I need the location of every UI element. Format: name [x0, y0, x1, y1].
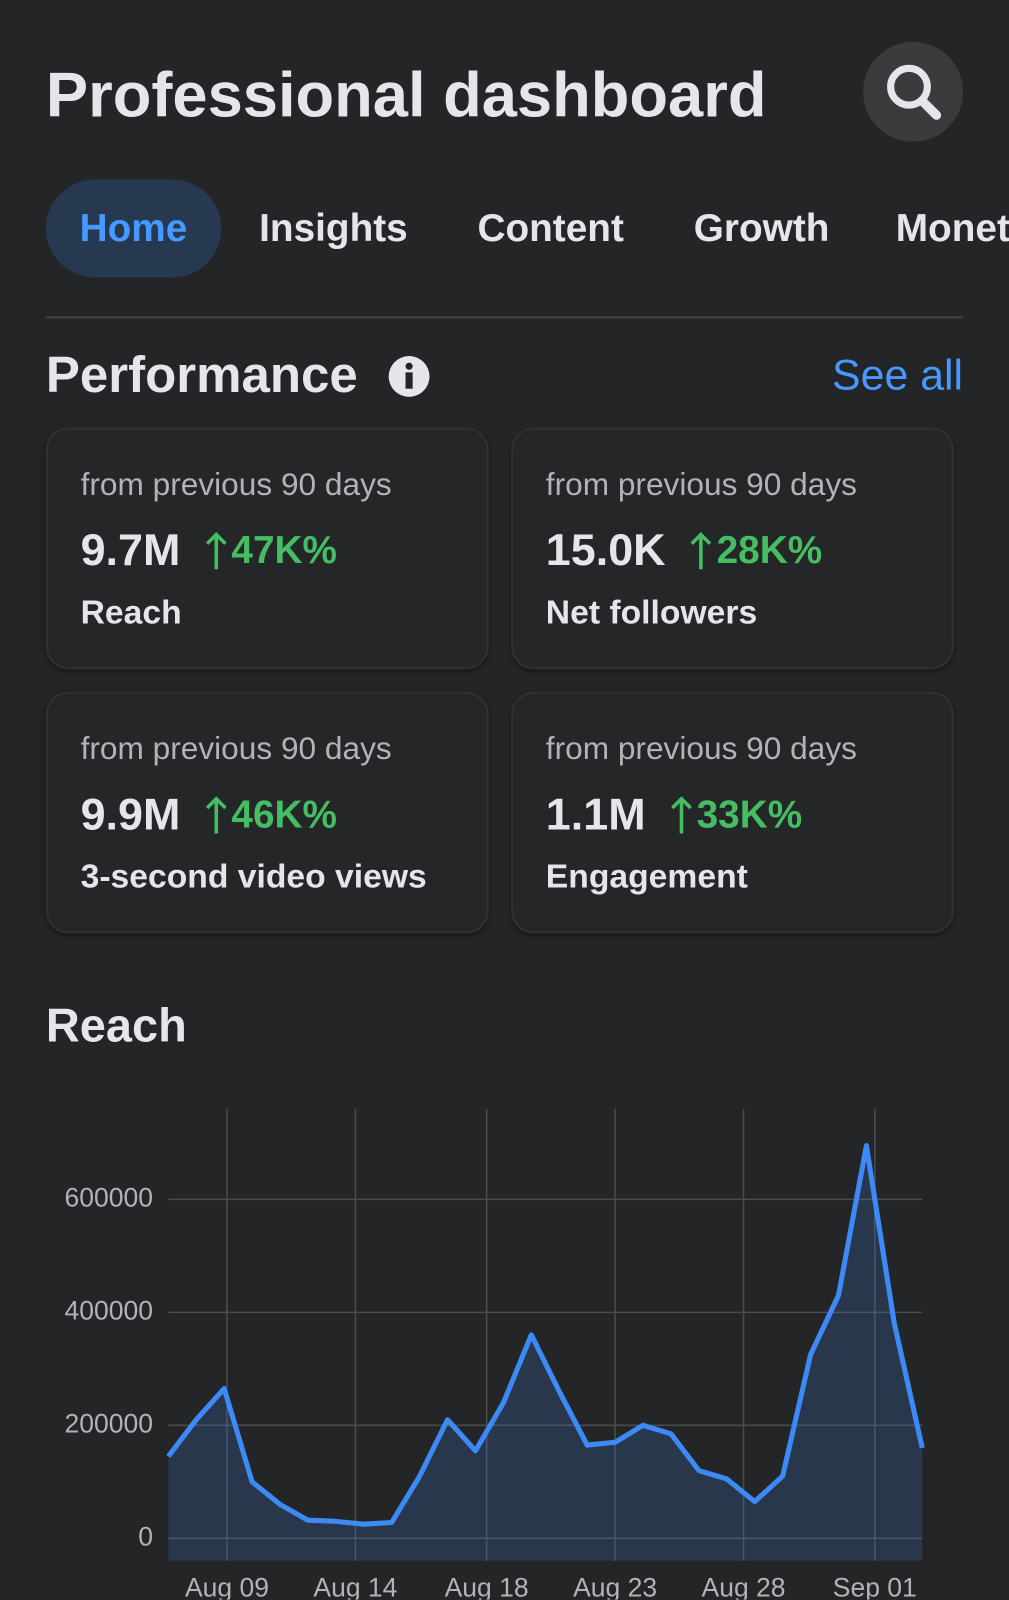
metric-card[interactable]: from previous 90 days 15.0K 28K% Net follow…: [511, 427, 954, 670]
metric-period: from previous 90 days: [80, 730, 392, 767]
metric-change: 46K%: [231, 793, 338, 837]
metric-period: from previous 90 days: [80, 466, 392, 502]
metric-change: 47K%: [231, 528, 338, 572]
metric-card[interactable]: from previous 90 days 9.9M 46K% 3-second vi…: [45, 691, 489, 934]
metric-value: 1.1M: [545, 789, 646, 840]
metric-value: 15.0K: [545, 525, 666, 576]
metric-value: 9.7M: [80, 525, 181, 576]
x-tick-label: Aug 28: [702, 1572, 786, 1599]
search-button[interactable]: [863, 41, 964, 142]
metric-label: 3-second video views: [80, 856, 427, 895]
metric-row: 15.0K 28K%: [546, 525, 822, 576]
y-tick-label: 600000: [65, 1182, 153, 1212]
tab[interactable]: Growth: [693, 207, 830, 250]
y-tick-label: 0: [138, 1521, 153, 1551]
tab[interactable]: Insights: [259, 207, 408, 250]
chart-title: Reach: [45, 998, 187, 1052]
chart: 0 200000 400000 600000 Aug 09 Aug 14 Aug 18 Aug…: [65, 1108, 925, 1600]
x-tick-label: Aug 18: [445, 1572, 529, 1599]
x-tick-label: Aug 23: [573, 1572, 657, 1599]
up-arrow: [690, 532, 712, 570]
y-tick-label: 400000: [65, 1295, 153, 1325]
tab[interactable]: Home: [45, 179, 221, 278]
page-title: Professional dashboard: [45, 60, 767, 131]
x-tick-label: Aug 09: [185, 1572, 269, 1599]
metric-row: 9.7M 47K%: [81, 525, 337, 576]
metric-row: 9.9M 46K%: [81, 790, 337, 841]
area: [168, 1145, 923, 1561]
up-arrow: [205, 796, 227, 834]
metric-value: 9.9M: [80, 789, 181, 840]
x-tick-label: Sep 01: [833, 1572, 917, 1599]
tab[interactable]: Content: [477, 207, 624, 250]
x-tick-label: Aug 14: [313, 1572, 397, 1599]
metric-label: Net followers: [545, 592, 758, 631]
tab[interactable]: Monet: [895, 207, 1009, 250]
metric-label: Engagement: [545, 856, 748, 895]
metric-change: 28K%: [716, 528, 823, 572]
y-tick-label: 200000: [65, 1408, 153, 1438]
metric-label: Reach: [80, 592, 182, 631]
section-title: Performance: [45, 345, 358, 403]
divider: [45, 316, 964, 319]
line: [166, 1143, 925, 1527]
see-all-link[interactable]: See all: [832, 350, 964, 399]
metric-row: 1.1M 33K%: [546, 790, 802, 841]
metric-card[interactable]: from previous 90 days 9.7M 47K% Reach: [45, 427, 489, 670]
up-arrow: [670, 796, 692, 834]
up-arrow: [205, 532, 227, 570]
metric-period: from previous 90 days: [545, 730, 857, 767]
metric-card[interactable]: from previous 90 days 1.1M 33K% Engagement: [511, 691, 954, 934]
search-icon: [887, 64, 942, 120]
metric-change: 33K%: [696, 793, 803, 837]
metric-period: from previous 90 days: [545, 466, 857, 502]
info-icon[interactable]: [388, 355, 431, 398]
